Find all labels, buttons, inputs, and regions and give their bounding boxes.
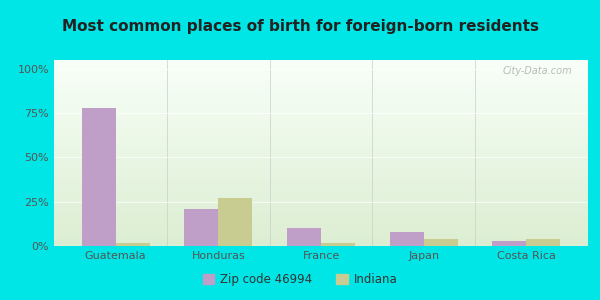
Text: Most common places of birth for foreign-born residents: Most common places of birth for foreign-… [62, 20, 539, 34]
Bar [184, 209, 218, 246]
Bar [218, 198, 252, 246]
Bar [390, 232, 424, 246]
Bar [82, 108, 116, 246]
Bar [424, 239, 458, 246]
Bar [116, 243, 149, 246]
Bar [321, 243, 355, 246]
Bar [287, 228, 321, 246]
Bar [493, 241, 526, 246]
Bar [526, 239, 560, 246]
Legend: Zip code 46994, Indiana: Zip code 46994, Indiana [198, 269, 402, 291]
Text: City-Data.com: City-Data.com [502, 66, 572, 76]
